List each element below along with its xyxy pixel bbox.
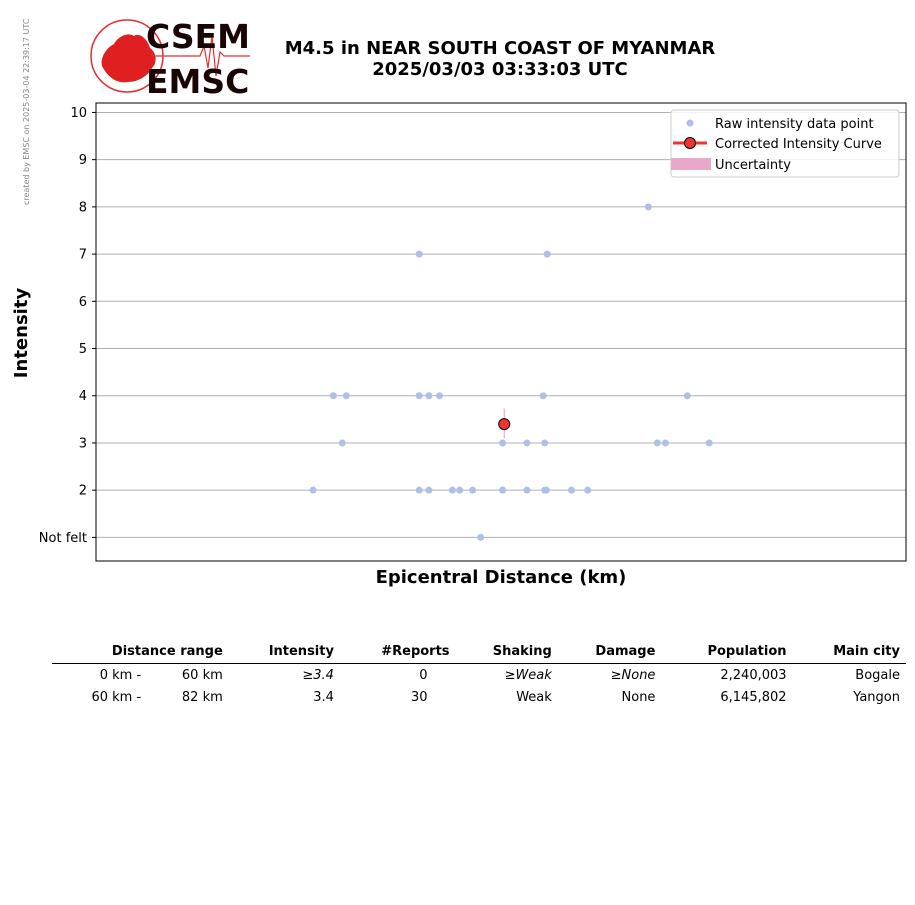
logo-top-text: CSEM	[146, 18, 250, 56]
dist-to: 82 km	[181, 690, 223, 705]
population-value: 6,145,802	[720, 690, 787, 705]
raw-data-point	[425, 392, 433, 400]
y-tick-label: 7	[79, 248, 87, 263]
raw-data-point	[567, 486, 575, 494]
raw-data-point	[309, 486, 317, 494]
raw-data-point	[539, 392, 547, 400]
col-intensity: Intensity	[268, 644, 334, 659]
raw-data-point	[644, 203, 652, 211]
raw-data-point	[415, 250, 423, 258]
col-shaking: Shaking	[492, 644, 552, 659]
legend-label: Raw intensity data point	[715, 117, 874, 132]
logo-europe-map	[101, 34, 156, 83]
raw-data-point	[523, 439, 531, 447]
logo-bottom-text: EMSC	[146, 62, 249, 98]
raw-data-point	[542, 486, 550, 494]
x-axis-label: Epicentral Distance (km)	[376, 567, 627, 588]
intensity-distance-chart: Not felt 2 3 4 5 6 7 8 9 10 Epicentral Distance (…	[11, 102, 907, 588]
corrected-intensity-point	[498, 418, 511, 431]
y-tick-label: 10	[70, 106, 87, 121]
col-distance-range: Distance range	[111, 644, 223, 659]
raw-data-point	[448, 486, 456, 494]
reports-count: 30	[411, 690, 428, 705]
raw-intensity-points	[309, 203, 713, 541]
dist-from: 0 km -	[99, 668, 142, 683]
raw-data-point	[661, 439, 669, 447]
raw-data-point	[425, 486, 433, 494]
raw-data-point	[456, 486, 464, 494]
chart-title: M4.5 in NEAR SOUTH COAST OF MYANMAR 2025…	[255, 38, 745, 80]
raw-data-point	[499, 439, 507, 447]
y-tick-label: 9	[79, 153, 87, 168]
raw-data-point	[415, 486, 423, 494]
raw-data-point	[541, 439, 549, 447]
y-tick-label: 4	[79, 389, 87, 404]
legend-uncertainty-patch	[671, 158, 711, 170]
main-city: Yangon	[853, 690, 900, 705]
legend-raw-marker	[686, 119, 694, 127]
table-row: 0 km - 60 km ≥3.4 0 ≥Weak ≥None 2,240,00…	[52, 664, 906, 687]
y-tick-label: 5	[79, 342, 87, 357]
raw-data-point	[653, 439, 661, 447]
y-tick-label: 8	[79, 200, 87, 215]
table-row: 60 km - 82 km 3.4 30 Weak None 6,145,802…	[52, 686, 906, 708]
legend-label: Corrected Intensity Curve	[715, 137, 882, 152]
intensity-value: 3.4	[313, 690, 334, 705]
corrected-intensity-curve	[498, 418, 511, 431]
legend-label: Uncertainty	[715, 158, 791, 173]
raw-data-point	[543, 250, 551, 258]
dist-to: 60 km	[181, 668, 223, 683]
intensity-table: Distance range Intensity #Reports Shakin…	[52, 642, 906, 708]
col-damage: Damage	[595, 644, 656, 659]
y-axis-ticks: Not felt 2 3 4 5 6 7 8 9 10	[39, 106, 96, 546]
y-tick-label: 2	[79, 484, 87, 499]
y-tick-label: Not felt	[39, 531, 87, 546]
table-header-row: Distance range Intensity #Reports Shakin…	[52, 642, 906, 664]
raw-data-point	[477, 533, 485, 541]
logo-seismogram	[152, 35, 250, 77]
y-tick-label: 3	[79, 436, 87, 451]
csem-emsc-logo: CSEM EMSC	[90, 18, 250, 98]
raw-data-point	[499, 486, 507, 494]
y-axis-label: Intensity	[11, 288, 32, 379]
event-name: M4.5 in NEAR SOUTH COAST OF MYANMAR	[284, 38, 716, 59]
raw-data-point	[705, 439, 713, 447]
raw-data-point	[329, 392, 337, 400]
shaking-value: ≥Weak	[504, 668, 552, 683]
reports-count: 0	[419, 668, 428, 683]
main-city: Bogale	[855, 668, 900, 683]
col-reports: #Reports	[381, 644, 450, 659]
population-value: 2,240,003	[720, 668, 787, 683]
raw-data-point	[342, 392, 350, 400]
damage-value: None	[621, 690, 656, 705]
legend-curve-marker	[684, 137, 696, 149]
damage-value: ≥None	[610, 668, 656, 683]
col-population: Population	[707, 644, 787, 659]
raw-data-point	[338, 439, 346, 447]
event-datetime: 2025/03/03 03:33:03 UTC	[372, 59, 628, 80]
intensity-value: ≥3.4	[302, 668, 334, 683]
legend-box	[670, 109, 900, 178]
chart-legend: Raw intensity data point Corrected Intens…	[670, 109, 900, 178]
y-tick-label: 6	[79, 295, 87, 310]
raw-data-point	[415, 392, 423, 400]
raw-data-point	[683, 392, 691, 400]
dist-from: 60 km -	[91, 690, 142, 705]
raw-data-point	[469, 486, 477, 494]
raw-data-point	[584, 486, 592, 494]
raw-data-point	[435, 392, 443, 400]
plot-frame	[95, 102, 907, 562]
col-main-city: Main city	[833, 644, 900, 659]
raw-data-point	[523, 486, 531, 494]
shaking-value: Weak	[516, 690, 552, 705]
